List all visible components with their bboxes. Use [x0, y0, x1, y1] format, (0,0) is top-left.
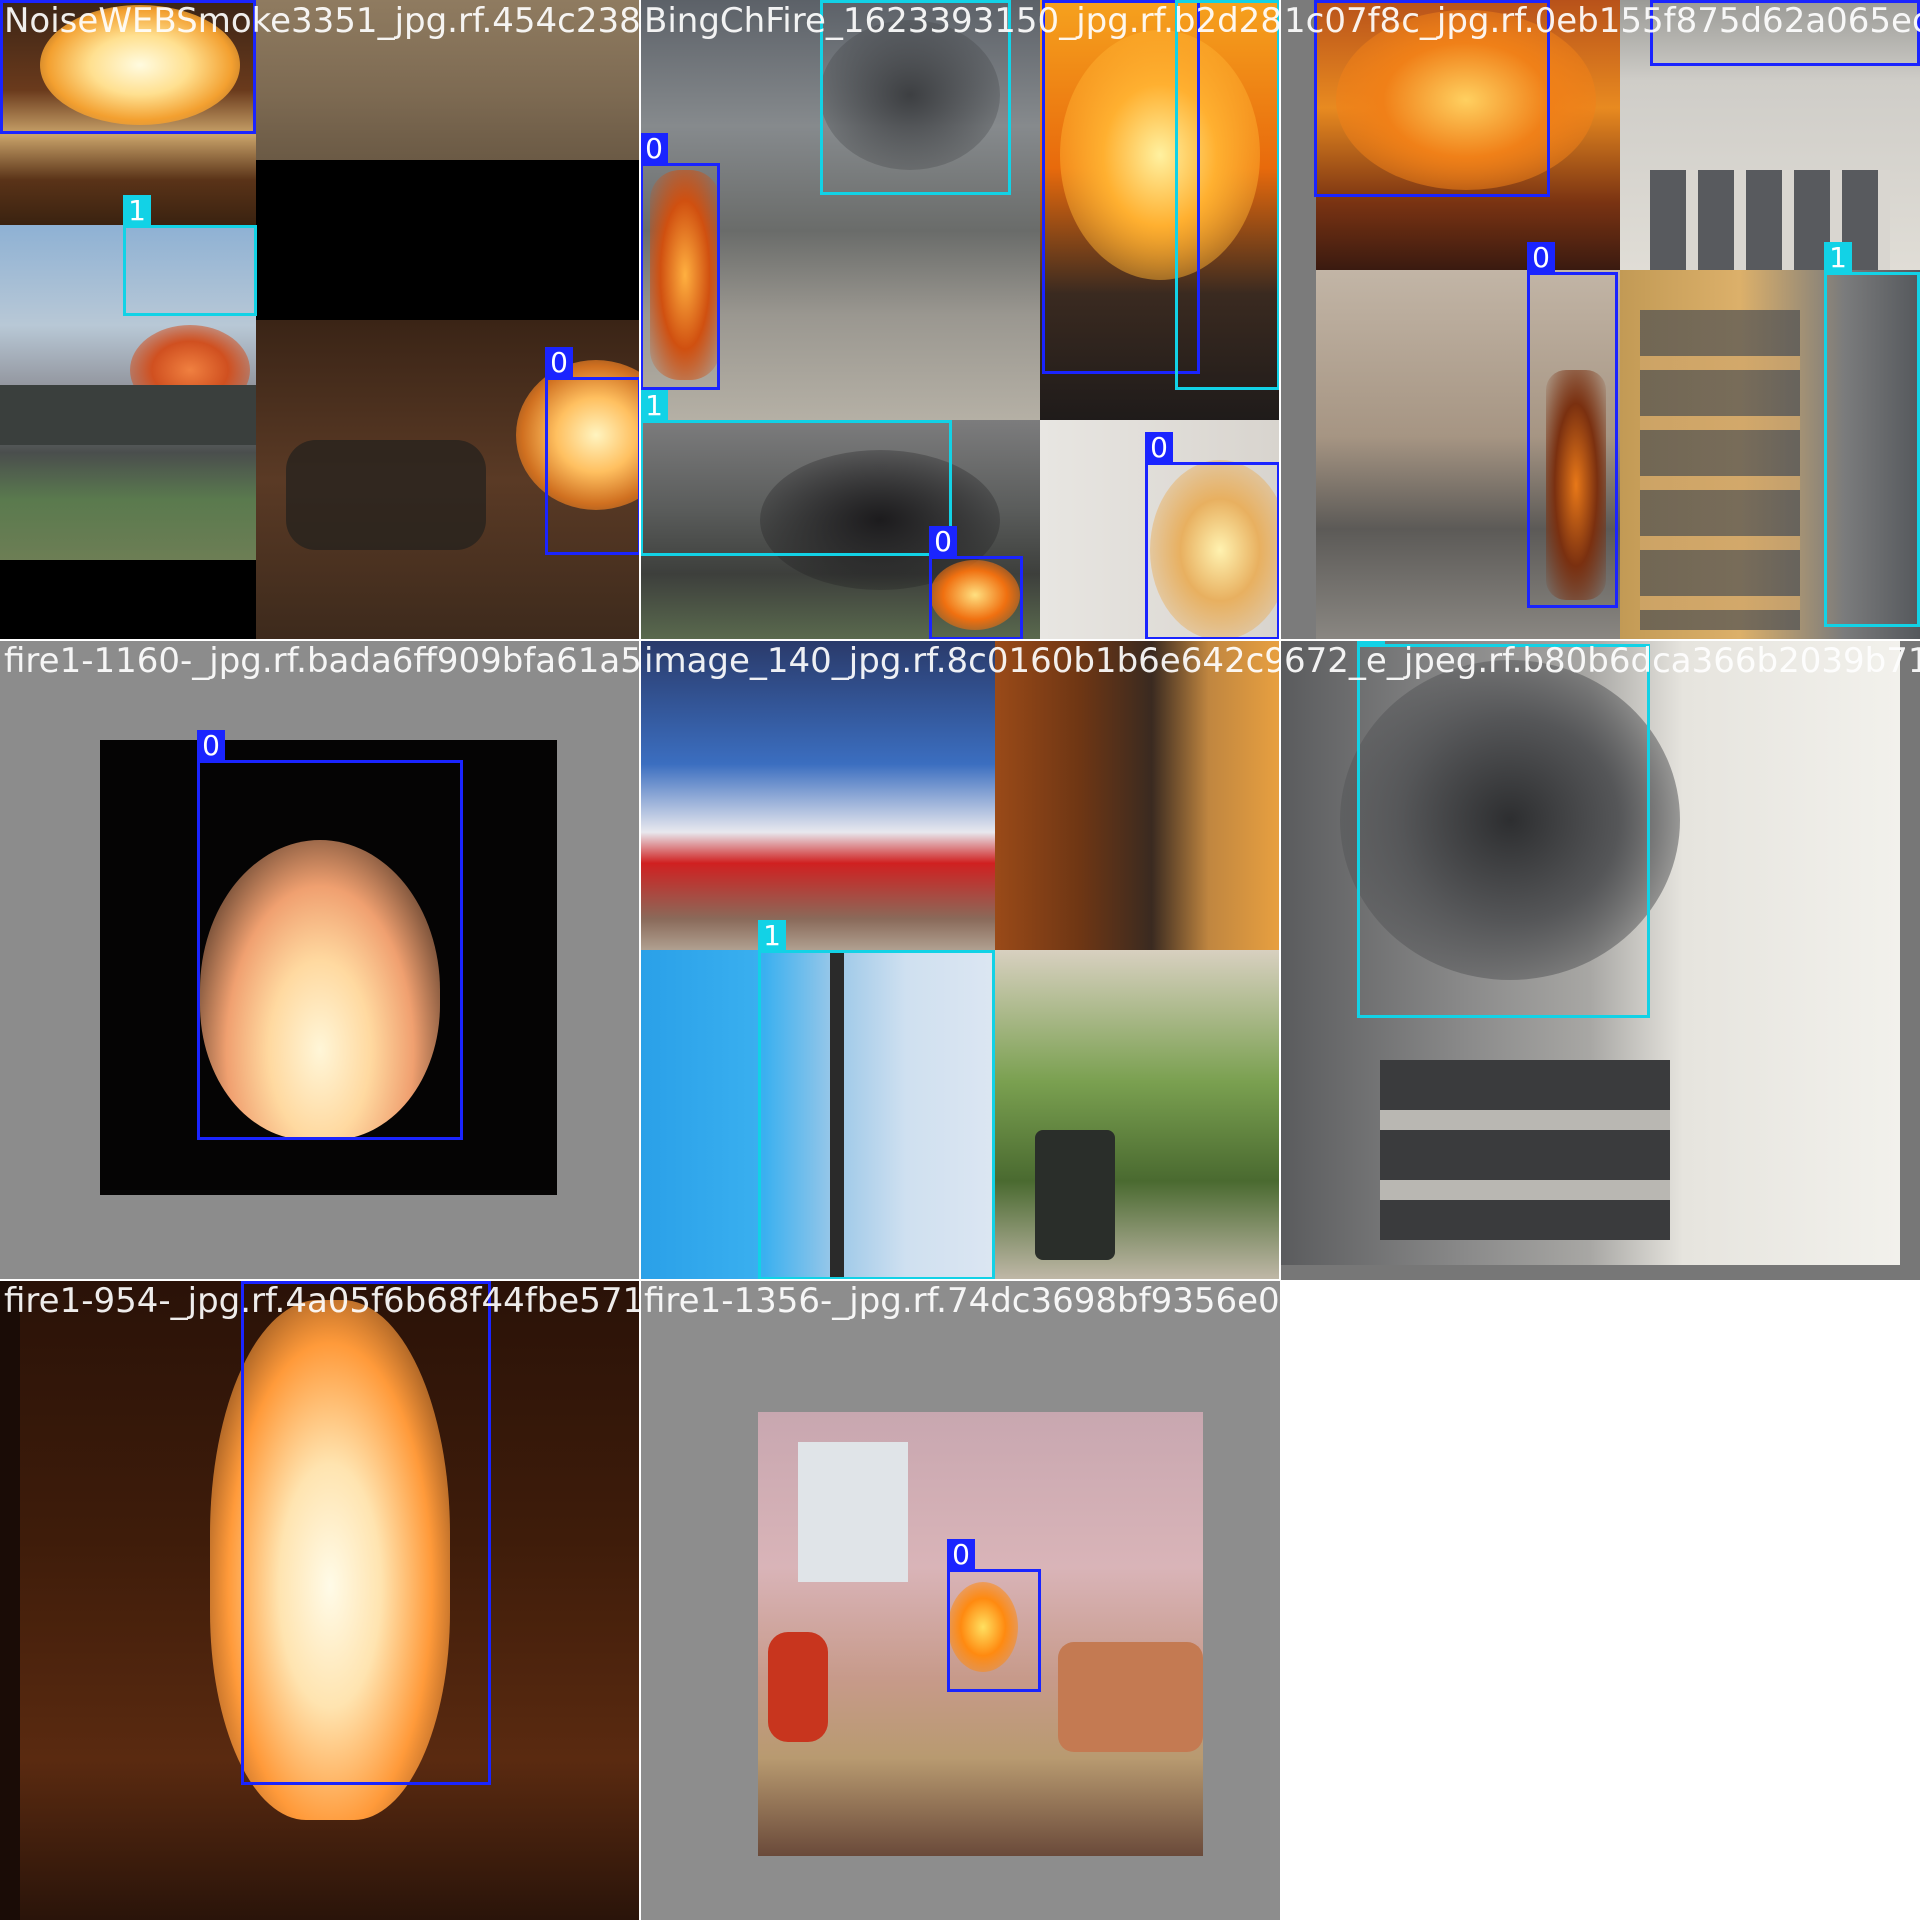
detection-box: 1: [1357, 640, 1650, 1018]
class-label: 0: [929, 526, 957, 558]
campfire-photo: [100, 740, 557, 1195]
image-filename: fire1-1160-_jpg.rf.bada6ff909bfa61a56d7: [4, 641, 640, 681]
tile-1: 0 1 0 NoiseWEBSmoke3351_jpg.rf.454c238d2…: [0, 0, 640, 640]
class-label: 1: [640, 390, 668, 422]
fire-closeup-photo: [0, 0, 256, 225]
blue-sky-pole-photo: [640, 950, 995, 1280]
street-fire-photo: [640, 0, 1040, 420]
image-filename: NoiseWEBSmoke3351_jpg.rf.454c238d2bb2487…: [4, 1, 640, 41]
class-label: 0: [197, 730, 225, 762]
class-label: 1: [123, 195, 151, 227]
detection-box: 0: [241, 1280, 491, 1785]
grid-divider: [0, 639, 1920, 641]
empty-cell: [1280, 1280, 1920, 1920]
class-label: 0: [1042, 0, 1070, 2]
tile-4: 0 fire1-1160-_jpg.rf.bada6ff909bfa61a56d…: [0, 640, 640, 1280]
smoking-building-photo: [1620, 270, 1920, 640]
detection-box: 0: [947, 1539, 1041, 1692]
detection-box: 1: [758, 920, 995, 1280]
class-label: 1: [1357, 640, 1385, 646]
detection-box: 0: [545, 347, 640, 555]
image-filename: 672_e_jpeg.rf.b80b6dca366b2039b71: [1284, 641, 1920, 681]
detection-box: 1: [1824, 242, 1920, 627]
detection-box: 1: [640, 390, 952, 556]
class-label: 0: [1650, 0, 1678, 2]
image-filename: 1c07f8c_jpg.rf.0eb155f875d62a065ed6: [1284, 1, 1920, 41]
high-rise-smoke-photo: [1280, 640, 1900, 1265]
class-label: 0: [1527, 242, 1555, 274]
tile-2: 0 1 0 1 1 0 0 BingChFire_1623393150_jpg.…: [640, 0, 1280, 640]
living-room-fire-photo: [758, 1412, 1203, 1856]
class-label: 1: [1175, 0, 1203, 2]
detection-box: 0: [1042, 0, 1200, 374]
image-filename: fire1-954-_jpg.rf.4a05f6b68f44fbe571aff: [4, 1281, 640, 1321]
grid-divider: [639, 0, 641, 1920]
class-label: 1: [1824, 242, 1852, 274]
blurred-train-photo: [640, 640, 995, 950]
detection-box: 0: [1145, 432, 1280, 640]
wooden-door-photo: [995, 640, 1280, 950]
grid-divider: [0, 1279, 1280, 1281]
detection-box: 0: [0, 0, 256, 134]
highway-fire-photo: [640, 420, 1040, 640]
tile-8: 0 fire1-1356-_jpg.rf.74dc3698bf9356e0b4b…: [640, 1280, 1280, 1920]
class-label: 0: [947, 1539, 975, 1571]
field-photo: [256, 0, 640, 160]
potted-plants-photo: [995, 950, 1280, 1280]
class-label: 0: [545, 347, 573, 379]
bonfire-photo: [20, 1280, 640, 1920]
image-filename: image_140_jpg.rf.8c0160b1b6e642c946729: [644, 641, 1280, 681]
detection-box: 0: [1527, 242, 1618, 608]
car-explosion-photo: [256, 320, 640, 640]
street-firefighters-photo: [1316, 270, 1636, 640]
image-filename: fire1-1356-_jpg.rf.74dc3698bf9356e0b4b49: [644, 1281, 1280, 1321]
detection-box: 1: [1175, 0, 1280, 390]
class-label: 0: [640, 133, 668, 165]
class-label: 0: [1145, 432, 1173, 464]
detection-box: 0: [1314, 0, 1550, 197]
tile-7: 0 fire1-954-_jpg.rf.4a05f6b68f44fbe571af…: [0, 1280, 640, 1920]
image-filename: BingChFire_1623393150_jpg.rf.b2d28: [644, 1, 1280, 41]
detection-box: 0: [1650, 0, 1920, 66]
tile-5: 1 image_140_jpg.rf.8c0160b1b6e642c946729: [640, 640, 1280, 1280]
store-fire-photo: [0, 225, 256, 560]
detection-box: 0: [197, 730, 463, 1140]
class-label: 0: [0, 0, 28, 2]
class-label: 0: [241, 1280, 269, 1283]
tile-6: 1 672_e_jpeg.rf.b80b6dca366b2039b71: [1280, 640, 1920, 1280]
class-label: 0: [1314, 0, 1342, 2]
detection-box: 1: [123, 195, 257, 316]
class-label: 1: [758, 920, 786, 952]
building-fire-photo: [1316, 0, 1656, 270]
apartment-windows-photo: [1620, 0, 1920, 270]
detection-box: 0: [640, 133, 720, 390]
tile-3: 0 0 0 1 1c07f8c_jpg.rf.0eb155f875d62a065…: [1280, 0, 1920, 640]
class-label: 1: [820, 0, 848, 2]
detection-box: 1: [820, 0, 1011, 195]
burning-vehicle-photo: [1040, 0, 1280, 420]
detection-box: 0: [929, 526, 1023, 640]
